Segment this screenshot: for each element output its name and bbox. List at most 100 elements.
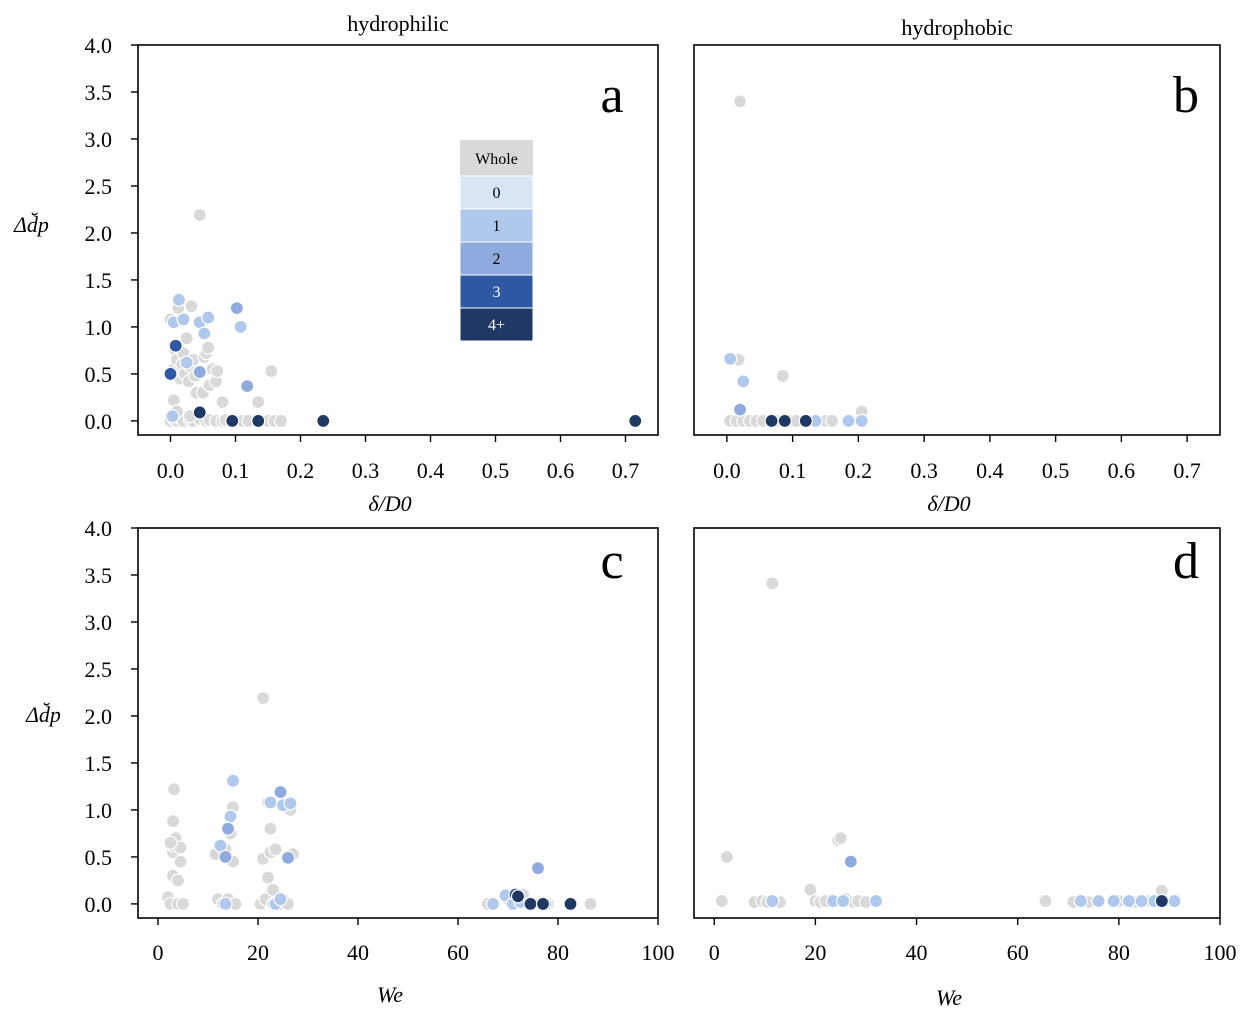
x-tick-label: 0.6: [1108, 458, 1136, 483]
y-tick-label: 3.5: [85, 563, 113, 588]
data-point: [775, 368, 790, 383]
legend-swatch: [459, 307, 534, 342]
legend-entry-label: 3: [493, 284, 501, 301]
data-point: [1106, 893, 1121, 909]
data-point: [510, 889, 526, 904]
data-point: [732, 94, 748, 109]
x-tick-label: 40: [906, 940, 928, 965]
data-point: [201, 340, 216, 355]
data-point: [192, 405, 207, 420]
y-axis-label: Δd̆p: [25, 702, 61, 727]
data-point: [843, 854, 858, 869]
panel-b: 0.0 0.1 0.2 0.3 0.4 0.5 0.6 0.7 hydrophobic b δ/D0: [693, 15, 1221, 516]
x-tick-label: 0.1: [222, 458, 250, 483]
data-point: [223, 809, 238, 824]
data-point: [841, 413, 856, 429]
data-point: [170, 873, 186, 888]
x-tick-label: 20: [247, 940, 269, 965]
x-tick-label: 60: [1007, 940, 1029, 965]
data-point: [210, 363, 225, 379]
y-tick-label: 3.5: [85, 80, 113, 105]
y-tick-label: 2.5: [85, 174, 113, 199]
legend-title: Whole: [475, 151, 518, 168]
data-point: [1154, 893, 1169, 909]
data-point: [824, 413, 840, 429]
data-point: [179, 355, 194, 370]
y-tick-label: 4.0: [85, 516, 113, 541]
data-point: [563, 896, 578, 912]
data-point: [225, 773, 241, 788]
x-tick-label: 80: [547, 940, 569, 965]
x-tick-label: 0.0: [157, 458, 185, 483]
data-point: [179, 331, 194, 346]
data-point: [1073, 893, 1089, 909]
data-point: [265, 882, 281, 897]
x-tick-label: 100: [1204, 940, 1237, 965]
x-axis-label: We: [936, 985, 962, 1010]
panel-title: hydrophilic: [347, 11, 449, 36]
data-point: [220, 821, 236, 836]
data-point: [263, 821, 278, 836]
x-tick-label: 100: [642, 940, 675, 965]
x-tick-label: 80: [1108, 940, 1130, 965]
data-point: [263, 795, 278, 810]
scatter-points: [723, 94, 869, 429]
data-point: [764, 413, 779, 429]
x-tick-label: 0.0: [713, 458, 741, 483]
x-tick-label: 0.6: [547, 458, 575, 483]
data-point: [736, 374, 751, 389]
data-point: [175, 896, 191, 912]
data-point: [723, 351, 738, 366]
y-tick-label: 2.0: [85, 221, 113, 246]
scatter-points: [163, 207, 643, 429]
y-tick-label: 2.5: [85, 657, 113, 682]
data-point: [583, 896, 598, 912]
data-point: [854, 413, 869, 429]
data-point: [184, 299, 199, 314]
y-tick-label: 1.0: [85, 798, 113, 823]
data-point: [192, 364, 207, 380]
data-point: [765, 576, 780, 591]
x-axis-label: We: [377, 982, 403, 1007]
data-point: [215, 395, 230, 410]
plot-frame: [137, 44, 659, 436]
data-point: [163, 366, 178, 382]
x-tick-label: 0.1: [779, 458, 807, 483]
x-tick-label: 0.2: [845, 458, 873, 483]
y-tick-label: 2.0: [85, 704, 113, 729]
y-tick-label: 1.0: [85, 315, 113, 340]
data-point: [260, 870, 276, 885]
x-tick-label: 0.2: [287, 458, 315, 483]
plot-frame: [693, 44, 1221, 436]
y-tick-label: 1.5: [85, 268, 113, 293]
data-point: [229, 301, 244, 316]
y-tick-label: 1.5: [85, 751, 113, 776]
x-tick-label: 0.7: [612, 458, 640, 483]
x-axis-label: δ/D0: [368, 491, 411, 516]
y-tick-label: 3.0: [85, 127, 113, 152]
data-point: [1091, 893, 1106, 909]
data-point: [171, 292, 187, 307]
data-point: [1134, 893, 1149, 909]
data-point: [233, 319, 248, 335]
data-point: [165, 814, 181, 829]
x-tick-label: 20: [804, 940, 826, 965]
panel-letter: d: [1173, 533, 1199, 590]
panel-letter: b: [1173, 67, 1199, 124]
scatter-points: [160, 690, 598, 912]
data-point: [255, 690, 271, 706]
data-point: [719, 849, 734, 865]
legend-swatch: [459, 208, 534, 243]
data-point: [163, 835, 178, 850]
legend-entry-label: 0: [493, 185, 501, 202]
data-point: [240, 379, 255, 394]
data-point: [1167, 893, 1182, 909]
data-point: [218, 896, 233, 912]
data-point: [777, 413, 792, 429]
x-tick-label: 0: [153, 940, 164, 965]
x-tick-label: 0: [709, 940, 720, 965]
y-tick-label: 0.0: [85, 892, 113, 917]
plot-frame: [693, 527, 1221, 919]
x-tick-label: 0.7: [1173, 458, 1201, 483]
